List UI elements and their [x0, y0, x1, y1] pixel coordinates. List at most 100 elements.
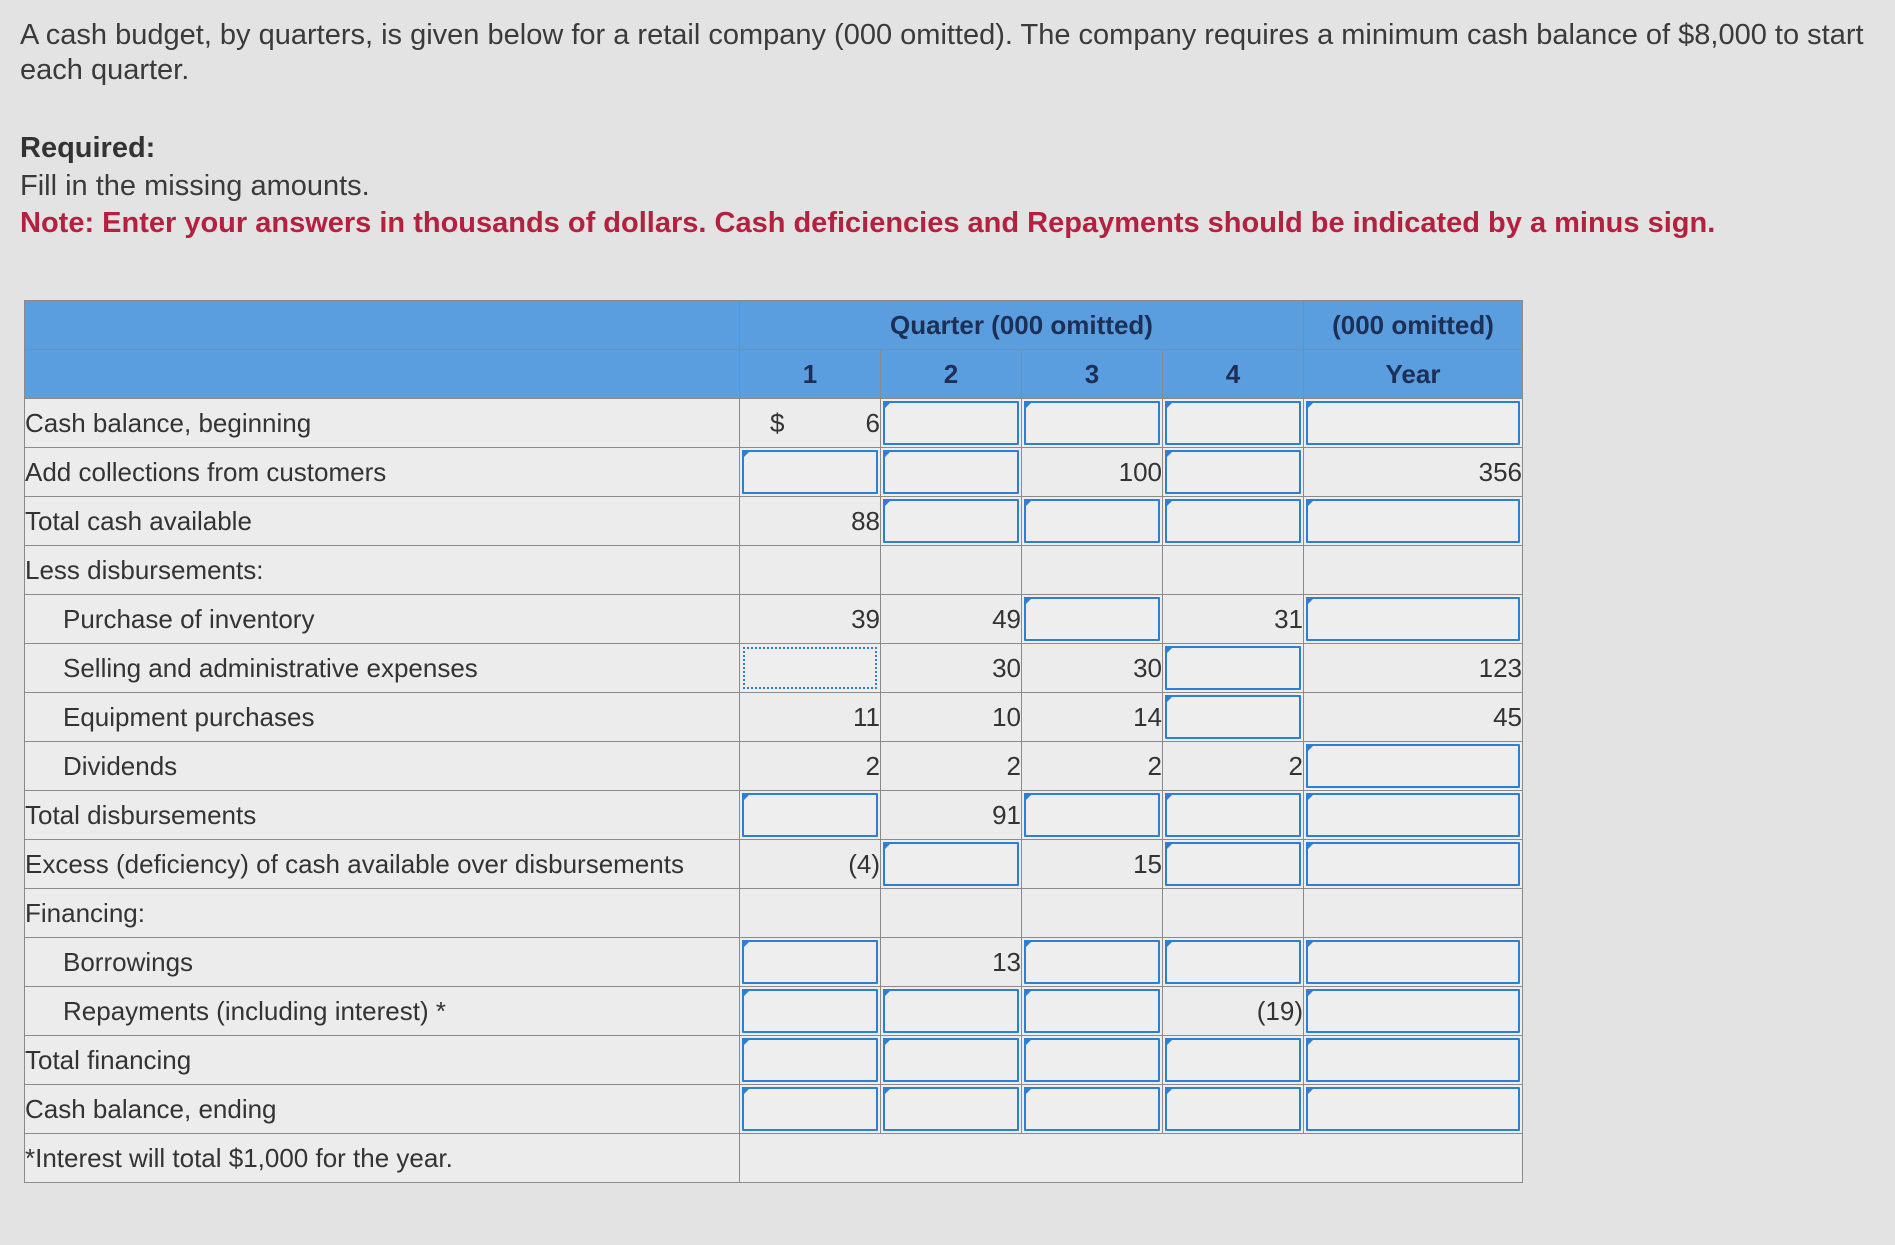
answer-input[interactable] — [739, 1035, 881, 1085]
answer-input[interactable] — [880, 447, 1022, 497]
answer-input[interactable] — [1021, 937, 1163, 987]
col-label-q4: 4 — [1162, 349, 1304, 399]
value-cell: 10 — [880, 692, 1022, 742]
col-label-q2: 2 — [880, 349, 1022, 399]
answer-input[interactable] — [1162, 1084, 1304, 1134]
answer-input[interactable] — [1162, 937, 1304, 987]
table-row: Cash balance, ending — [24, 1084, 1523, 1134]
value-cell: 30 — [1021, 643, 1163, 693]
answer-input[interactable] — [739, 447, 881, 497]
table-row: Total financing — [24, 1035, 1523, 1085]
value-cell: 45 — [1303, 692, 1523, 742]
answer-input[interactable] — [739, 790, 881, 840]
row-label: Excess (deficiency) of cash available ov… — [24, 839, 740, 889]
table-row: Cash balance, beginning $6 — [24, 398, 1523, 448]
row-label: Repayments (including interest) * — [24, 986, 740, 1036]
answer-input[interactable] — [1303, 986, 1523, 1036]
cell-value: 6 — [865, 407, 880, 438]
value-cell: 2 — [1162, 741, 1304, 791]
answer-input[interactable] — [1021, 398, 1163, 448]
answer-input[interactable] — [1303, 790, 1523, 840]
answer-input[interactable] — [1162, 643, 1304, 693]
col-label-q3: 3 — [1021, 349, 1163, 399]
table-row: Less disbursements: — [24, 545, 1523, 595]
value-cell: 88 — [739, 496, 881, 546]
empty-cell — [739, 545, 881, 595]
empty-cell — [880, 545, 1022, 595]
empty-cell — [1162, 888, 1304, 938]
table-row: Total cash available 88 — [24, 496, 1523, 546]
row-label: Cash balance, beginning — [24, 398, 740, 448]
row-label: Financing: — [24, 888, 740, 938]
answer-input[interactable] — [739, 1084, 881, 1134]
value-cell: 11 — [739, 692, 881, 742]
empty-cell — [1303, 545, 1523, 595]
answer-input[interactable] — [1303, 1035, 1523, 1085]
answer-input[interactable] — [880, 839, 1022, 889]
table-row: Equipment purchases 11 10 14 45 — [24, 692, 1523, 742]
value-cell: 356 — [1303, 447, 1523, 497]
value-cell: 13 — [880, 937, 1022, 987]
value-cell: 15 — [1021, 839, 1163, 889]
row-label: Cash balance, ending — [24, 1084, 740, 1134]
table-row: Total disbursements 91 — [24, 790, 1523, 840]
footnote-row: *Interest will total $1,000 for the year… — [24, 1133, 1523, 1183]
answer-input[interactable] — [739, 937, 881, 987]
answer-input[interactable] — [880, 1035, 1022, 1085]
answer-input[interactable] — [1303, 839, 1523, 889]
value-cell: 31 — [1162, 594, 1304, 644]
table-row: Excess (deficiency) of cash available ov… — [24, 839, 1523, 889]
answer-input[interactable] — [739, 986, 881, 1036]
value-cell: (19) — [1162, 986, 1304, 1036]
answer-input[interactable] — [880, 1084, 1022, 1134]
answer-input-focused[interactable] — [739, 643, 881, 693]
problem-intro: A cash budget, by quarters, is given bel… — [20, 19, 1864, 86]
answer-input[interactable] — [880, 398, 1022, 448]
answer-input[interactable] — [1303, 1084, 1523, 1134]
answer-input[interactable] — [1162, 790, 1304, 840]
table-row: Purchase of inventory 39 49 31 — [24, 594, 1523, 644]
row-label: Equipment purchases — [24, 692, 740, 742]
answer-input[interactable] — [1162, 496, 1304, 546]
table-row: Dividends 2 2 2 2 — [24, 741, 1523, 791]
row-label: Selling and administrative expenses — [24, 643, 740, 693]
answer-input[interactable] — [1303, 937, 1523, 987]
col-label-q1: 1 — [739, 349, 881, 399]
answer-input[interactable] — [1303, 398, 1523, 448]
answer-input[interactable] — [1021, 594, 1163, 644]
value-cell: 39 — [739, 594, 881, 644]
col-label-year: Year — [1303, 349, 1523, 399]
value-cell: 14 — [1021, 692, 1163, 742]
answer-input[interactable] — [1021, 496, 1163, 546]
answer-input[interactable] — [1303, 496, 1523, 546]
answer-input[interactable] — [1162, 692, 1304, 742]
empty-cell — [880, 888, 1022, 938]
answer-input[interactable] — [1162, 839, 1304, 889]
answer-input[interactable] — [1162, 447, 1304, 497]
row-label: Dividends — [24, 741, 740, 791]
footnote: *Interest will total $1,000 for the year… — [24, 1133, 740, 1183]
row-label: Total cash available — [24, 496, 740, 546]
answer-input[interactable] — [1021, 1084, 1163, 1134]
value-cell: 2 — [739, 741, 881, 791]
answer-input[interactable] — [1303, 594, 1523, 644]
value-cell: (4) — [739, 839, 881, 889]
required-text: Fill in the missing amounts. — [20, 170, 370, 202]
answer-input[interactable] — [1303, 741, 1523, 791]
empty-cell — [1021, 888, 1163, 938]
answer-input[interactable] — [1162, 1035, 1304, 1085]
answer-input[interactable] — [1162, 398, 1304, 448]
answer-input[interactable] — [880, 986, 1022, 1036]
value-cell: 2 — [880, 741, 1022, 791]
row-label: Borrowings — [24, 937, 740, 987]
answer-input[interactable] — [1021, 790, 1163, 840]
answer-input[interactable] — [880, 496, 1022, 546]
cash-budget-table: Quarter (000 omitted) (000 omitted) 1 2 … — [24, 300, 1523, 1183]
answer-input[interactable] — [1021, 1035, 1163, 1085]
row-label: Total financing — [24, 1035, 740, 1085]
row-label: Less disbursements: — [24, 545, 740, 595]
required-heading: Required: — [20, 132, 156, 164]
table-row: Borrowings 13 — [24, 937, 1523, 987]
table-row: Selling and administrative expenses 30 3… — [24, 643, 1523, 693]
answer-input[interactable] — [1021, 986, 1163, 1036]
